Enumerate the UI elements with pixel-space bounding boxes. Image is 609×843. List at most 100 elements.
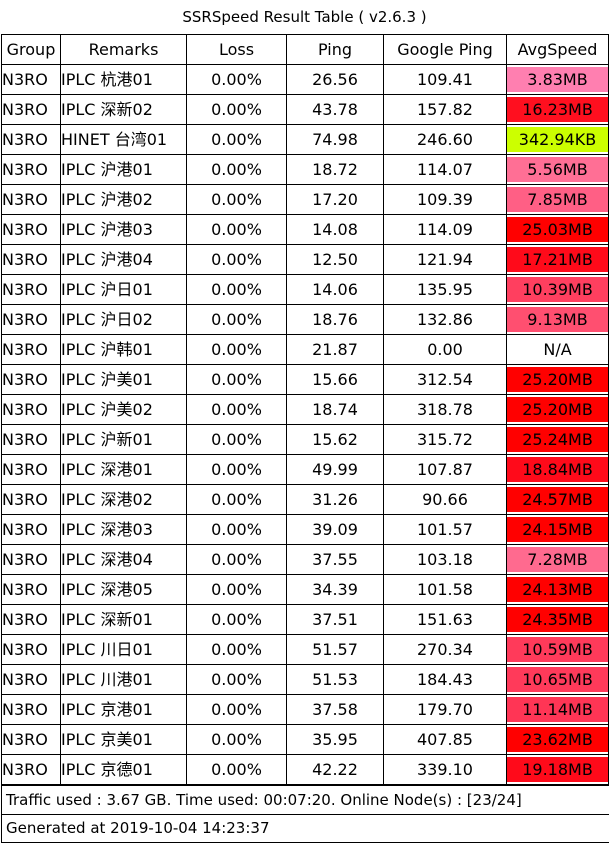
cell-ping: 37.51 xyxy=(286,604,384,635)
cell-remarks: HINET 台湾01 xyxy=(60,124,187,155)
cell-ping: 14.06 xyxy=(286,274,384,305)
cell-ping: 31.26 xyxy=(286,484,384,515)
cell-loss: 0.00% xyxy=(186,394,287,425)
avg-speed-value: 5.56MB xyxy=(507,157,608,182)
cell-group: N3RO xyxy=(1,184,61,215)
avg-speed-value: 24.15MB xyxy=(507,517,608,542)
cell-loss: 0.00% xyxy=(186,484,287,515)
avg-speed-value: 7.85MB xyxy=(507,187,608,212)
cell-remarks: IPLC 川港01 xyxy=(60,664,187,695)
cell-google-ping: 312.54 xyxy=(383,364,507,395)
cell-remarks: IPLC 沪港01 xyxy=(60,154,187,185)
avg-speed-value: 18.84MB xyxy=(507,457,608,482)
cell-remarks: IPLC 深港05 xyxy=(60,574,187,605)
cell-ping: 39.09 xyxy=(286,514,384,545)
cell-loss: 0.00% xyxy=(186,184,287,215)
cell-loss: 0.00% xyxy=(186,424,287,455)
cell-google-ping: 0.00 xyxy=(383,334,507,365)
cell-loss: 0.00% xyxy=(186,454,287,485)
table-row: N3RO IPLC 川港01 0.00% 51.53 184.43 10.65MB xyxy=(1,664,609,695)
cell-google-ping: 109.39 xyxy=(383,184,507,215)
cell-ping: 14.08 xyxy=(286,214,384,245)
cell-google-ping: 103.18 xyxy=(383,544,507,575)
cell-ping: 12.50 xyxy=(286,244,384,275)
column-header-loss: Loss xyxy=(186,34,287,65)
cell-ping: 51.57 xyxy=(286,634,384,665)
cell-ping: 51.53 xyxy=(286,664,384,695)
cell-avg-speed: 24.15MB xyxy=(506,514,609,545)
cell-loss: 0.00% xyxy=(186,64,287,95)
cell-loss: 0.00% xyxy=(186,274,287,305)
table-row: N3RO IPLC 沪新01 0.00% 15.62 315.72 25.24MB xyxy=(1,424,609,455)
table-row: N3RO IPLC 沪港04 0.00% 12.50 121.94 17.21MB xyxy=(1,244,609,275)
cell-remarks: IPLC 杭港01 xyxy=(60,64,187,95)
avg-speed-value: 23.62MB xyxy=(507,727,608,752)
cell-avg-speed: 18.84MB xyxy=(506,454,609,485)
avg-speed-value: 24.35MB xyxy=(507,607,608,632)
cell-avg-speed: 25.24MB xyxy=(506,424,609,455)
table-row: N3RO IPLC 杭港01 0.00% 26.56 109.41 3.83MB xyxy=(1,64,609,95)
cell-avg-speed: 25.20MB xyxy=(506,364,609,395)
cell-group: N3RO xyxy=(1,64,61,95)
avg-speed-value: 25.03MB xyxy=(507,217,608,242)
cell-ping: 42.22 xyxy=(286,754,384,785)
avg-speed-value: 24.57MB xyxy=(507,487,608,512)
cell-ping: 26.56 xyxy=(286,64,384,95)
cell-group: N3RO xyxy=(1,274,61,305)
table-row: N3RO IPLC 沪日01 0.00% 14.06 135.95 10.39MB xyxy=(1,274,609,305)
cell-ping: 74.98 xyxy=(286,124,384,155)
table-row: N3RO IPLC 沪港01 0.00% 18.72 114.07 5.56MB xyxy=(1,154,609,185)
cell-loss: 0.00% xyxy=(186,214,287,245)
table-row: N3RO IPLC 京美01 0.00% 35.95 407.85 23.62MB xyxy=(1,724,609,755)
column-header-ping: Ping xyxy=(286,34,384,65)
cell-avg-speed: 24.57MB xyxy=(506,484,609,515)
table-row: N3RO IPLC 深港02 0.00% 31.26 90.66 24.57MB xyxy=(1,484,609,515)
avg-speed-value: 17.21MB xyxy=(507,247,608,272)
cell-group: N3RO xyxy=(1,694,61,725)
cell-ping: 17.20 xyxy=(286,184,384,215)
cell-loss: 0.00% xyxy=(186,514,287,545)
table-row: N3RO IPLC 深港03 0.00% 39.09 101.57 24.15MB xyxy=(1,514,609,545)
cell-google-ping: 270.34 xyxy=(383,634,507,665)
cell-remarks: IPLC 沪日02 xyxy=(60,304,187,335)
cell-avg-speed: 342.94KB xyxy=(506,124,609,155)
cell-google-ping: 179.70 xyxy=(383,694,507,725)
cell-avg-speed: 10.59MB xyxy=(506,634,609,665)
cell-group: N3RO xyxy=(1,634,61,665)
avg-speed-value: 3.83MB xyxy=(507,67,608,92)
cell-avg-speed: 25.20MB xyxy=(506,394,609,425)
cell-ping: 49.99 xyxy=(286,454,384,485)
table-row: N3RO IPLC 沪港03 0.00% 14.08 114.09 25.03MB xyxy=(1,214,609,245)
cell-google-ping: 184.43 xyxy=(383,664,507,695)
cell-google-ping: 109.41 xyxy=(383,64,507,95)
cell-group: N3RO xyxy=(1,604,61,635)
table-row: N3RO IPLC 沪日02 0.00% 18.76 132.86 9.13MB xyxy=(1,304,609,335)
table-row: N3RO IPLC 深港01 0.00% 49.99 107.87 18.84MB xyxy=(1,454,609,485)
cell-ping: 15.62 xyxy=(286,424,384,455)
cell-loss: 0.00% xyxy=(186,124,287,155)
cell-remarks: IPLC 沪新01 xyxy=(60,424,187,455)
cell-google-ping: 107.87 xyxy=(383,454,507,485)
avg-speed-value: N/A xyxy=(507,337,608,362)
cell-loss: 0.00% xyxy=(186,694,287,725)
cell-avg-speed: 9.13MB xyxy=(506,304,609,335)
column-header-google-ping: Google Ping xyxy=(383,34,507,65)
cell-google-ping: 90.66 xyxy=(383,484,507,515)
cell-group: N3RO xyxy=(1,484,61,515)
table-row: N3RO IPLC 川日01 0.00% 51.57 270.34 10.59MB xyxy=(1,634,609,665)
cell-loss: 0.00% xyxy=(186,334,287,365)
cell-group: N3RO xyxy=(1,424,61,455)
cell-avg-speed: 24.13MB xyxy=(506,574,609,605)
cell-group: N3RO xyxy=(1,304,61,335)
cell-remarks: IPLC 深新01 xyxy=(60,604,187,635)
table-row: N3RO IPLC 深港05 0.00% 34.39 101.58 24.13MB xyxy=(1,574,609,605)
cell-google-ping: 246.60 xyxy=(383,124,507,155)
table-row: N3RO IPLC 沪港02 0.00% 17.20 109.39 7.85MB xyxy=(1,184,609,215)
cell-ping: 37.58 xyxy=(286,694,384,725)
table-row: N3RO IPLC 沪美02 0.00% 18.74 318.78 25.20MB xyxy=(1,394,609,425)
cell-ping: 37.55 xyxy=(286,544,384,575)
cell-group: N3RO xyxy=(1,544,61,575)
cell-loss: 0.00% xyxy=(186,154,287,185)
cell-remarks: IPLC 京港01 xyxy=(60,694,187,725)
cell-ping: 35.95 xyxy=(286,724,384,755)
